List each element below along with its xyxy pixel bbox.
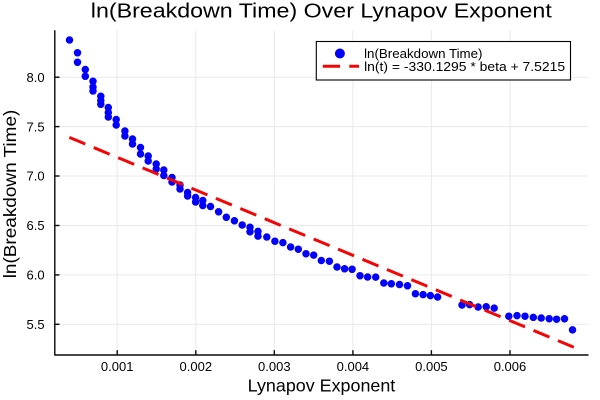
svg-text:0.005: 0.005: [415, 359, 448, 374]
svg-text:0.003: 0.003: [258, 359, 291, 374]
svg-text:8.0: 8.0: [27, 70, 45, 85]
svg-text:Lynapov Exponent: Lynapov Exponent: [248, 376, 396, 396]
svg-text:0.006: 0.006: [494, 359, 527, 374]
svg-text:7.0: 7.0: [27, 169, 45, 184]
svg-text:0.001: 0.001: [101, 359, 134, 374]
svg-text:0.002: 0.002: [180, 359, 213, 374]
svg-text:0.004: 0.004: [337, 359, 370, 374]
svg-text:6.5: 6.5: [27, 218, 45, 233]
svg-text:7.5: 7.5: [27, 119, 45, 134]
svg-text:ln(t) = -330.1295 * beta + 7.5: ln(t) = -330.1295 * beta + 7.5215: [364, 59, 565, 74]
svg-text:ln(Breakdown Time): ln(Breakdown Time): [364, 46, 482, 61]
svg-text:5.5: 5.5: [27, 317, 45, 332]
svg-text:ln(Breakdown Time): ln(Breakdown Time): [0, 110, 20, 279]
svg-text:6.0: 6.0: [27, 268, 45, 283]
svg-text:ln(Breakdown Time) Over Lynapo: ln(Breakdown Time) Over Lynapov Exponent: [91, 1, 552, 23]
